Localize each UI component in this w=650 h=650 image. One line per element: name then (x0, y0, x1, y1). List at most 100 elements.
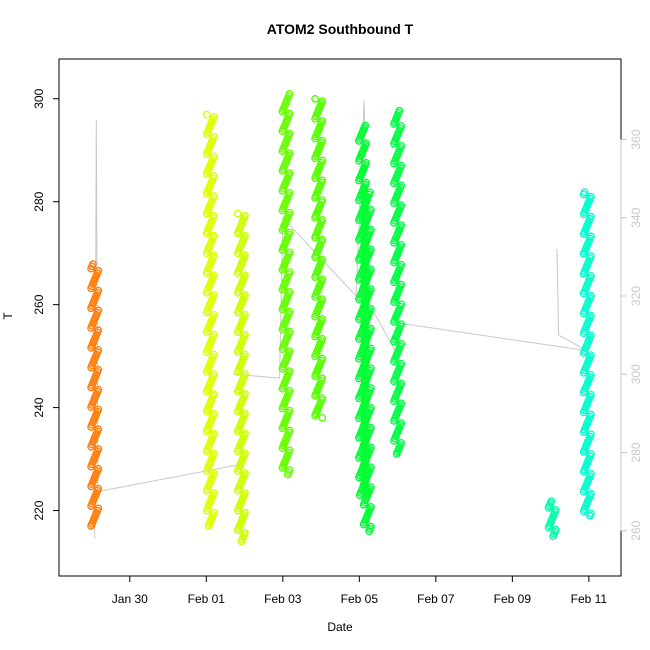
data-point (318, 413, 327, 422)
data-point (318, 295, 327, 303)
data-point (209, 112, 218, 121)
data-point (366, 463, 375, 472)
data-point (587, 469, 595, 478)
data-point (397, 438, 406, 447)
data-point (587, 291, 595, 300)
data-point (587, 390, 595, 399)
x-axis: Jan 30 Feb 01 Feb 03 Feb 05 Feb 07 Feb 09 Feb … (112, 575, 607, 606)
plot-area (87, 90, 595, 546)
data-point (587, 271, 595, 280)
y-axis: 220 240 260 280 300 (32, 88, 60, 521)
data-point (318, 176, 327, 185)
y2-tick-label: 260 (629, 520, 643, 540)
data-point (362, 178, 370, 187)
data-point (285, 406, 294, 415)
data-point (241, 409, 249, 418)
data-point (241, 211, 249, 220)
data-point (366, 502, 375, 511)
data-point (94, 365, 103, 374)
data-point (587, 489, 595, 498)
secondary-series (94, 100, 588, 539)
data-point (241, 489, 249, 497)
data-point (209, 192, 218, 200)
data-point (209, 390, 218, 398)
data-point (361, 121, 370, 130)
data-point (94, 326, 103, 335)
data-point (209, 271, 218, 280)
data-point (241, 271, 249, 280)
data-point (241, 350, 249, 359)
data-point (397, 141, 406, 150)
data-point (397, 161, 406, 170)
data-point (209, 211, 218, 220)
data-point (318, 255, 327, 264)
data-point (587, 232, 595, 241)
y-tick-label: 260 (32, 294, 46, 314)
data-point (587, 370, 595, 379)
data-point (241, 528, 249, 537)
data-point (209, 172, 218, 181)
data-point (587, 509, 595, 518)
data-point (551, 505, 560, 514)
y2-tick-label: 360 (629, 129, 643, 149)
series-6 (354, 121, 375, 535)
data-point (318, 374, 327, 383)
series-4 (278, 90, 294, 479)
secondary-series-line (94, 100, 588, 539)
data-point (285, 129, 294, 138)
data-point (285, 109, 294, 118)
data-point (366, 245, 375, 254)
chart-title: ATOM2 Southbound T (267, 21, 414, 37)
data-point (587, 430, 595, 439)
data-point (233, 209, 242, 218)
data-point (587, 450, 595, 458)
data-point (285, 287, 294, 296)
data-point (241, 310, 249, 319)
data-point (209, 132, 218, 141)
data-point (94, 464, 103, 473)
data-point (285, 446, 294, 455)
data-point (587, 311, 595, 320)
x-tick-label: Feb 03 (264, 592, 302, 606)
x-tick-label: Feb 07 (417, 592, 455, 606)
data-point (285, 327, 294, 336)
data-point (587, 212, 595, 221)
data-point (366, 304, 375, 313)
data-point (397, 201, 406, 210)
data-point (318, 354, 327, 363)
data-point (89, 260, 97, 269)
data-point (285, 347, 294, 356)
data-point (366, 403, 375, 412)
data-point (318, 235, 327, 244)
y-tick-label: 220 (32, 500, 46, 520)
y2-tick-label: 280 (629, 442, 643, 462)
data-point (94, 346, 103, 354)
data-point (547, 497, 556, 505)
data-point (318, 394, 327, 402)
y-tick-label: 300 (32, 88, 46, 108)
data-point (397, 419, 406, 427)
data-point (94, 306, 103, 315)
data-point (587, 410, 595, 419)
data-point (209, 508, 218, 517)
data-point (318, 97, 327, 106)
data-point (551, 525, 560, 534)
data-point (366, 188, 374, 197)
data-point (311, 95, 319, 103)
data-point (318, 275, 327, 284)
series-5 (311, 95, 327, 422)
data-point (241, 449, 249, 458)
data-point (285, 426, 294, 435)
data-point (366, 423, 375, 432)
data-point (366, 384, 375, 392)
data-point (397, 399, 406, 408)
data-point (318, 117, 327, 125)
series-2 (202, 110, 218, 530)
data-point (209, 251, 218, 260)
data-point (366, 225, 375, 234)
data-point (94, 445, 103, 453)
data-point (366, 205, 375, 214)
data-point (285, 149, 294, 158)
y2-tick-label: 320 (629, 286, 643, 306)
data-point (395, 106, 404, 115)
